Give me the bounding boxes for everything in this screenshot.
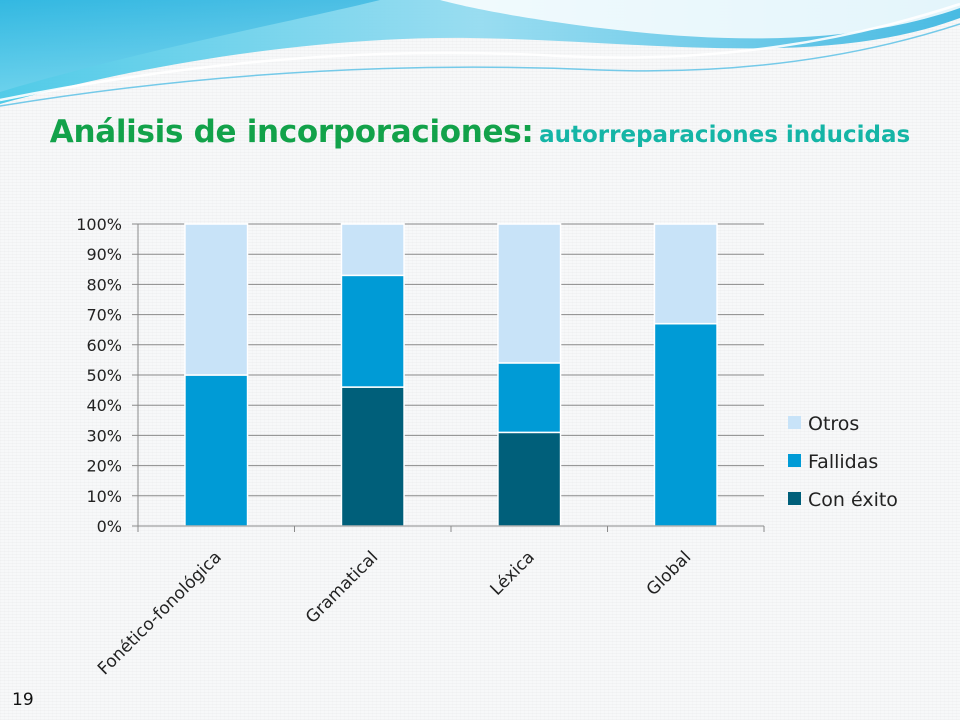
legend-label: Fallidas [808, 451, 878, 473]
x-axis: Fonético-fonológica Gramatical Léxica Globa… [94, 525, 765, 679]
bar-segment [497, 223, 562, 364]
y-axis-ticks: 0% 10% 20% 30% 40% 50% 60% 70% 80% 90% 100% [76, 215, 122, 536]
y-tick-label: 70% [86, 306, 122, 325]
bar-segment [497, 431, 562, 527]
bar-segment [184, 223, 249, 376]
legend-swatch [788, 454, 801, 467]
bar-segment [653, 223, 718, 325]
bar-segment [340, 386, 405, 527]
chart-legend: Otros Fallidas Con éxito [788, 413, 898, 511]
y-tick-label: 10% [86, 487, 122, 506]
bar-segment [497, 362, 562, 434]
y-tick-label: 20% [86, 457, 122, 476]
bar-segment [340, 274, 405, 388]
legend-swatch [788, 416, 801, 429]
bar-segment [653, 322, 718, 527]
legend-label: Otros [808, 413, 859, 435]
y-tick-label: 90% [86, 245, 122, 264]
header-wave-decoration [0, 0, 960, 107]
x-tick-label: Gramatical [302, 547, 382, 627]
bar-segment [340, 223, 405, 277]
legend-label: Con éxito [808, 489, 898, 511]
y-tick-label: 40% [86, 396, 122, 415]
y-tick-label: 60% [86, 336, 122, 355]
y-tick-label: 0% [97, 517, 122, 536]
x-tick-label: Léxica [487, 547, 539, 599]
y-tick-label: 50% [86, 366, 122, 385]
slide-title-main: Análisis de incorporaciones: [49, 114, 534, 150]
slide-title-sub: autorreparaciones inducidas [539, 122, 911, 148]
x-tick-label: Global [643, 547, 695, 599]
legend-swatch [788, 492, 801, 505]
y-tick-label: 80% [86, 275, 122, 294]
slide-title: Análisis de incorporaciones: autorrepara… [0, 114, 960, 150]
y-tick-label: 30% [86, 426, 122, 445]
y-tick-label: 100% [76, 215, 122, 234]
chart-bars [184, 223, 718, 527]
x-tick-label: Fonético-fonológica [94, 547, 226, 679]
slide-number: 19 [12, 690, 34, 710]
bar-segment [184, 374, 249, 527]
